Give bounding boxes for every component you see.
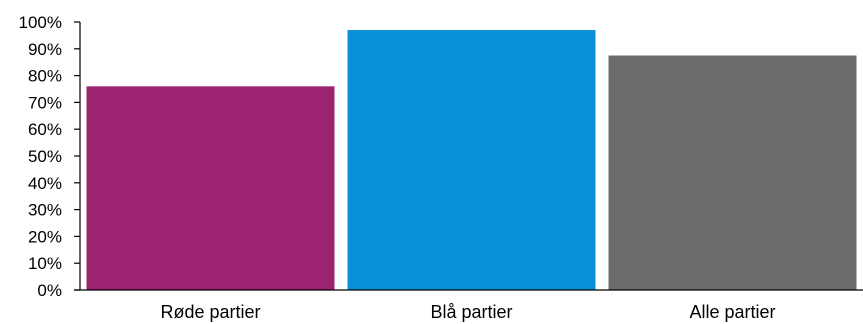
x-category-label: Alle partier: [689, 302, 775, 322]
y-tick-label: 10%: [28, 254, 62, 273]
bar-3: [608, 55, 857, 290]
y-tick-label: 70%: [28, 93, 62, 112]
y-tick-label: 80%: [28, 67, 62, 86]
x-category-label: Røde partier: [160, 302, 260, 322]
y-axis: 0% 10% 20% 30% 40% 50% 60% 70% 80% 90% 100%: [19, 13, 81, 300]
x-category-label: Blå partier: [430, 302, 512, 322]
y-tick-label: 20%: [28, 227, 62, 246]
y-tick-label: 50%: [28, 147, 62, 166]
bar-2: [347, 30, 596, 290]
y-tick-label: 90%: [28, 40, 62, 59]
y-tick-label: 40%: [28, 174, 62, 193]
y-tick-label: 60%: [28, 120, 62, 139]
y-tick-label: 100%: [19, 13, 62, 32]
bar-1: [86, 86, 335, 290]
bars: [86, 30, 857, 290]
y-tick-label: 0%: [37, 281, 62, 300]
x-axis: Røde partier Blå partier Alle partier: [74, 289, 863, 322]
y-tick-label: 30%: [28, 201, 62, 220]
